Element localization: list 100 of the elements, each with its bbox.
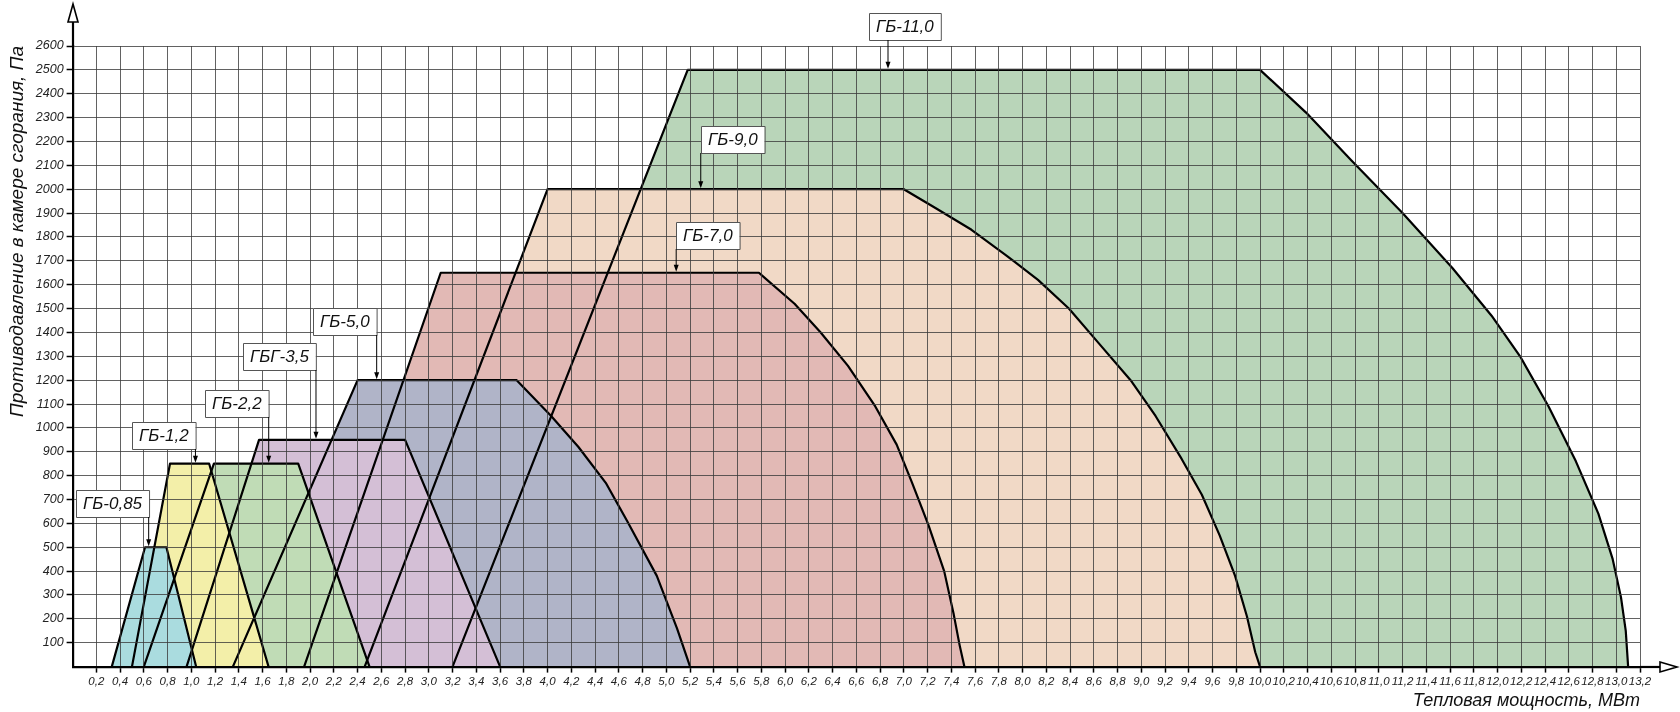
y-axis-title: Противодавление в камере сгорания, Па: [5, 46, 27, 418]
x-tick-label: 1,0: [183, 674, 200, 687]
x-tick-label: 11,2: [1391, 674, 1414, 687]
x-tick-label: 10,4: [1296, 674, 1319, 687]
y-tick-label: 700: [42, 492, 64, 506]
x-tick-label: 10,8: [1343, 674, 1367, 687]
y-tick-label: 2300: [34, 110, 64, 125]
x-tick-label: 5,0: [658, 674, 675, 687]
x-tick-label: 9,4: [1180, 674, 1197, 687]
x-tick-label: 13,0: [1605, 674, 1629, 687]
x-tick-label: 10,2: [1272, 674, 1296, 687]
x-tick-label: 3,0: [420, 674, 438, 687]
x-tick-label: 1,2: [207, 674, 224, 687]
x-tick-label: 6,2: [800, 674, 818, 687]
text: ГБГ-3,5: [250, 347, 310, 367]
x-tick-label: 12,2: [1510, 674, 1534, 687]
x-tick-label: 8,4: [1062, 674, 1079, 687]
text: ГБ-2,2: [212, 394, 263, 414]
y-tick-label: 900: [42, 444, 64, 459]
x-tick-label: 4,2: [563, 674, 580, 687]
x-tick-label: 6,4: [824, 674, 841, 687]
y-tick-label: 600: [42, 515, 64, 530]
x-tick-label: 6,0: [777, 674, 794, 687]
series-label: ГБ-7,0: [683, 226, 734, 246]
y-tick-label: 1800: [35, 229, 64, 244]
x-tick-label: 13,2: [1628, 674, 1652, 687]
y-tick-label: 2200: [34, 133, 64, 148]
x-tick-label: 3,2: [444, 674, 462, 687]
x-tick-label: 2,0: [301, 674, 319, 687]
x-tick-label: 8,0: [1014, 674, 1032, 687]
x-tick-label: 7,0: [895, 674, 913, 687]
y-tick-label: 1200: [35, 372, 64, 387]
x-tick-label: 5,8: [753, 674, 770, 687]
y-tick-label: 2400: [34, 86, 64, 101]
y-tick-label: 1600: [35, 277, 64, 292]
x-tick-label: 2,4: [348, 674, 366, 687]
y-tick-label: 1500: [35, 301, 64, 316]
x-tick-label: 11,0: [1368, 674, 1391, 687]
x-tick-label: 9,6: [1204, 674, 1222, 687]
y-tick-label: 1100: [36, 396, 64, 411]
y-tick-label: 1000: [35, 420, 64, 435]
x-tick-label: 8,8: [1109, 674, 1127, 687]
y-tick-label: 300: [42, 587, 64, 602]
x-tick-label: 12,4: [1533, 674, 1557, 687]
y-tick-label: 2600: [34, 38, 64, 53]
x-tick-label: 2,2: [324, 674, 343, 687]
x-tick-label: 0,6: [135, 674, 153, 687]
x-tick-label: 9,0: [1133, 674, 1150, 687]
x-tick-label: 7,2: [919, 674, 937, 687]
y-tick-label: 2000: [34, 181, 64, 196]
y-tick-label: 400: [42, 563, 64, 578]
x-tick-label: 4,0: [539, 674, 557, 687]
x-tick-label: 10,0: [1248, 674, 1272, 687]
x-tick-label: 8,6: [1085, 674, 1103, 687]
x-tick-label: 11,4: [1415, 674, 1438, 687]
x-tick-label: 2,6: [372, 674, 390, 687]
x-tick-label: 9,8: [1228, 674, 1245, 687]
x-tick-label: 11,8: [1463, 674, 1486, 687]
x-tick-label: 12,0: [1486, 674, 1510, 687]
x-tick-label: 7,4: [943, 674, 960, 687]
x-tick-label: 12,8: [1581, 674, 1605, 687]
text: ГБ-9,0: [708, 130, 759, 150]
y-tick-label: 1900: [35, 205, 64, 220]
y-tick-label: 1300: [35, 348, 64, 363]
x-axis-title: Тепловая мощность, МВт: [1412, 690, 1640, 711]
x-tick-label: 3,6: [492, 674, 509, 687]
x-tick-label: 6,8: [872, 674, 889, 687]
series-label: ГБ-11,0: [876, 17, 935, 37]
x-tick-label: 7,6: [967, 674, 984, 687]
x-tick-label: 6,6: [848, 674, 865, 687]
x-tick-label: 0,2: [88, 674, 105, 687]
x-tick-label: 5,4: [705, 674, 722, 687]
y-tick-label: 2500: [34, 62, 64, 77]
x-tick-label: 1,6: [254, 674, 272, 687]
y-tick-label: 1400: [35, 324, 64, 339]
y-tick-label: 2100: [34, 157, 64, 172]
y-tick-label: 100: [42, 635, 64, 650]
x-tick-label: 12,6: [1557, 674, 1581, 687]
x-tick-label: 3,4: [468, 674, 485, 687]
y-tick-label: 200: [41, 611, 64, 626]
x-tick-label: 8,2: [1038, 674, 1055, 687]
series-label: ГБ-1,2: [139, 426, 190, 446]
x-tick-label: 2,8: [396, 674, 414, 687]
x-tick-label: 9,2: [1157, 674, 1174, 687]
y-tick-label: 1700: [35, 253, 64, 268]
x-tick-label: 7,8: [990, 674, 1008, 687]
y-tick-label: 500: [42, 539, 64, 554]
x-tick-label: 11,6: [1439, 674, 1462, 687]
x-tick-label: 10,6: [1320, 674, 1344, 687]
x-tick-label: 4,4: [587, 674, 604, 687]
x-tick-label: 3,8: [515, 674, 533, 687]
x-tick-label: 0,8: [159, 674, 177, 687]
x-tick-label: 5,2: [682, 674, 699, 687]
x-tick-label: 1,4: [230, 674, 247, 687]
text: ГБ-0,85: [83, 494, 143, 514]
x-tick-label: 5,6: [729, 674, 747, 687]
y-tick-label: 800: [42, 468, 64, 483]
x-tick-label: 4,6: [610, 674, 628, 687]
text: ГБ-5,0: [320, 312, 371, 332]
x-tick-label: 4,8: [634, 674, 652, 687]
